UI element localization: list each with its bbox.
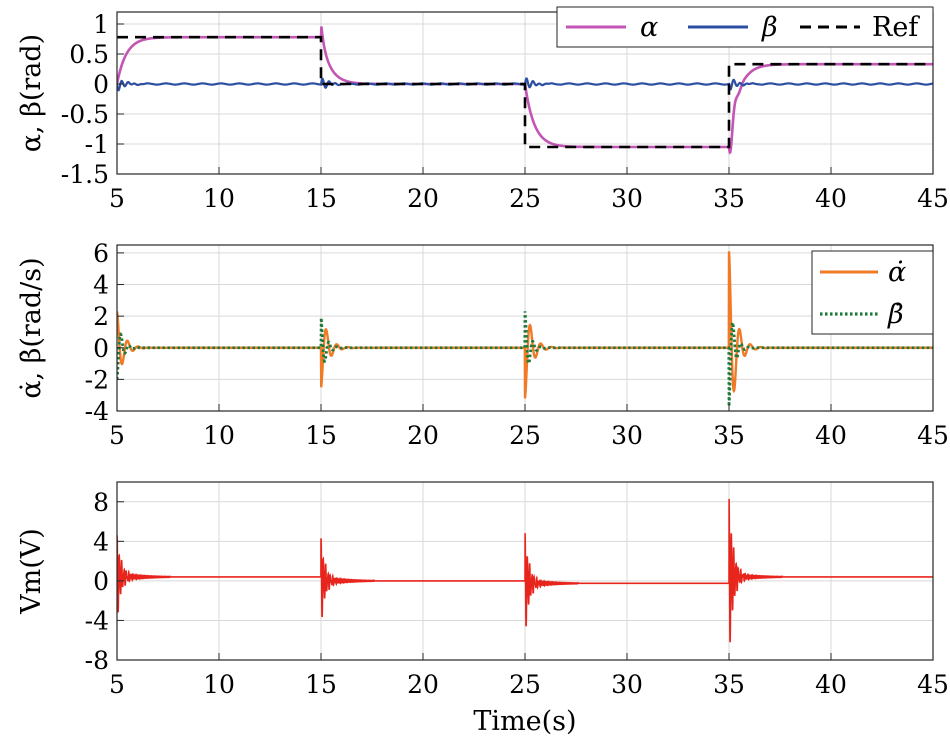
x-tick-label: 5 (109, 421, 125, 450)
x-tick-label: 25 (509, 421, 541, 450)
x-tick-label: 40 (815, 670, 847, 699)
x-tick-label: 25 (509, 670, 541, 699)
y-tick-label: 0 (93, 567, 109, 596)
y-tick-label: 4 (93, 527, 109, 556)
legend-beta-label: β (761, 12, 778, 43)
panel-bottom-ylabel: Vm(V) (16, 528, 47, 615)
legend-alpha-label: α (640, 12, 658, 43)
x-tick-label: 45 (917, 184, 949, 213)
y-tick-label: 0 (93, 334, 109, 363)
vm-series-line (117, 498, 933, 643)
y-tick-label: -2 (85, 365, 109, 394)
panel-top-series (117, 26, 933, 155)
series-group (117, 498, 933, 643)
y-tick-label: 0.5 (69, 40, 109, 69)
x-tick-label: 20 (407, 670, 439, 699)
x-tick-label: 15 (305, 184, 337, 213)
x-tick-label: 40 (815, 184, 847, 213)
ref-series-line (117, 35, 933, 149)
panel-middle-ticks: 5 10 15 20 25 30 35 40 45 -4 -20 24 6 (85, 239, 949, 450)
x-tick-label: 20 (407, 421, 439, 450)
panel-middle-series (117, 251, 933, 407)
x-tick-label: 10 (203, 184, 235, 213)
y-tick-label: 8 (93, 488, 109, 517)
x-tick-label: 5 (109, 184, 125, 213)
panel-bottom-series (117, 498, 933, 643)
x-tick-label: 5 (109, 670, 125, 699)
x-tick-label: 35 (713, 421, 745, 450)
y-tick-label: 6 (93, 239, 109, 268)
panel-middle-ylabel: α̇, β̇(rad/s) (16, 257, 47, 398)
panel-bottom-ticks: 5 10 15 20 25 30 35 40 45 -8 -4 0 4 8 (85, 488, 949, 699)
panel-top: 5 10 15 20 25 30 35 40 45 -1.5-1-0.500.51 α, β(ra… (16, 6, 949, 213)
x-tick-label: 35 (713, 184, 745, 213)
y-tick-label: -1 (85, 130, 109, 159)
x-tick-label: 15 (305, 421, 337, 450)
panel-bottom-xlabel: Time(s) (473, 706, 576, 737)
y-tick-label: 4 (93, 271, 109, 300)
legend-ref-label: Ref (872, 12, 920, 43)
x-tick-label: 20 (407, 184, 439, 213)
legend-alpha-dot-label: α̇ (888, 257, 906, 288)
y-tick-label: -0.5 (61, 100, 109, 129)
y-tick-label: -4 (85, 397, 109, 426)
legend-beta-dot-label: β̇ (887, 299, 904, 330)
series-group (117, 251, 933, 407)
series-group (117, 26, 933, 155)
x-tick-label: 25 (509, 184, 541, 213)
panel-top-legend: α β Ref (556, 6, 934, 48)
y-tick-label: 0 (93, 70, 109, 99)
panel-top-ticks: 5 10 15 20 25 30 35 40 45 -1.5-1-0.500.51 (61, 10, 949, 213)
x-tick-label: 35 (713, 670, 745, 699)
beta-dot-series-line (117, 311, 933, 407)
x-tick-label: 10 (203, 670, 235, 699)
panel-middle-legend-box (811, 250, 934, 335)
y-tick-label: -1.5 (61, 160, 109, 189)
x-tick-label: 15 (305, 670, 337, 699)
x-tick-label: 45 (917, 421, 949, 450)
panel-top-ylabel: α, β(rad) (16, 34, 47, 152)
x-tick-label: 10 (203, 421, 235, 450)
y-tick-label: 2 (93, 302, 109, 331)
panel-bottom: 5 10 15 20 25 30 35 40 45 -8 -4 0 4 8 Vm(V) Time(s) (16, 481, 949, 737)
x-tick-label: 30 (611, 670, 643, 699)
y-tick-label: 1 (93, 10, 109, 39)
y-tick-label: -4 (85, 606, 109, 635)
x-tick-label: 45 (917, 670, 949, 699)
x-tick-label: 40 (815, 421, 847, 450)
panel-middle-legend: α̇ β̇ (811, 250, 934, 335)
y-tick-label: -8 (85, 646, 109, 675)
x-tick-label: 30 (611, 184, 643, 213)
x-tick-label: 30 (611, 421, 643, 450)
